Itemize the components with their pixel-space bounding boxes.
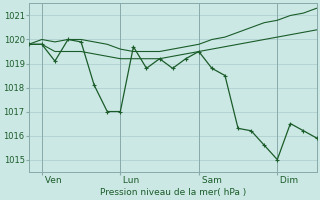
X-axis label: Pression niveau de la mer( hPa ): Pression niveau de la mer( hPa ) [100,188,246,197]
